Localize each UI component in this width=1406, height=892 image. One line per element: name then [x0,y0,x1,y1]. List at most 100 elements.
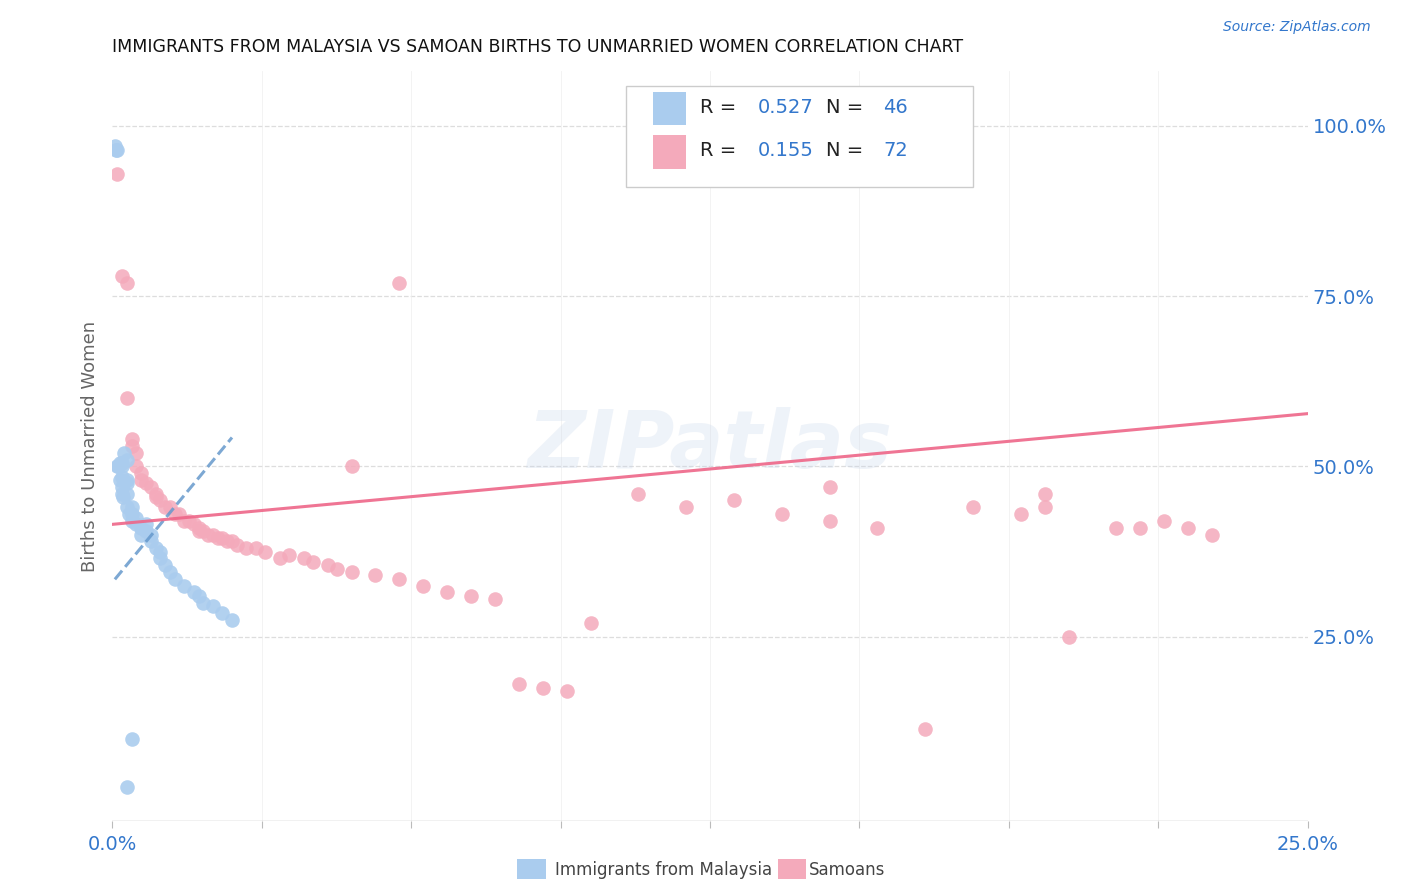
Point [531,681,554,695]
Point [460,589,482,603]
Point [121,507,143,521]
Point [145,486,167,500]
Point [105,459,128,474]
Point [105,143,128,157]
Point [627,486,650,500]
Point [1177,521,1199,535]
Point [159,500,181,515]
Point [183,517,205,532]
Bar [652,135,686,169]
Point [770,507,793,521]
Text: N =: N = [825,97,869,117]
FancyBboxPatch shape [627,87,973,187]
Point [163,572,186,586]
Point [866,521,889,535]
Text: Source: ZipAtlas.com: Source: ZipAtlas.com [1223,20,1371,34]
Point [135,517,157,532]
Point [1105,521,1128,535]
Point [169,507,191,521]
Point [197,527,219,541]
Point [145,490,167,504]
Point [121,514,143,528]
Text: 0.155: 0.155 [758,141,814,160]
Point [177,514,200,528]
Point [508,677,530,691]
Point [187,521,209,535]
Point [135,524,157,538]
Point [111,490,134,504]
Point [217,534,239,549]
Point [111,459,134,474]
Point [111,486,134,500]
Point [111,480,134,494]
Point [269,551,291,566]
Point [254,544,277,558]
Text: 72: 72 [883,141,908,160]
Point [211,606,233,620]
Point [818,514,841,528]
Text: Immigrants from Malaysia: Immigrants from Malaysia [555,861,772,879]
Point [173,514,195,528]
Point [225,538,247,552]
Point [412,579,434,593]
Point [211,531,233,545]
Text: ZIPatlas: ZIPatlas [527,407,893,485]
Point [125,459,148,474]
Point [105,143,128,157]
Point [201,599,224,613]
Point [302,555,325,569]
Point [163,507,186,521]
Point [115,780,138,794]
Point [388,276,411,290]
Point [1201,527,1223,541]
Point [1033,500,1056,515]
Point [153,500,176,515]
Point [135,476,157,491]
Point [235,541,257,556]
Point [149,493,172,508]
Point [118,507,141,521]
Point [245,541,267,556]
Point [364,568,387,582]
Point [675,500,697,515]
Point [121,432,143,446]
Y-axis label: Births to Unmarried Women: Births to Unmarried Women [80,320,98,572]
Point [579,616,602,631]
Point [125,517,148,532]
Text: N =: N = [825,141,869,160]
Text: IMMIGRANTS FROM MALAYSIA VS SAMOAN BIRTHS TO UNMARRIED WOMEN CORRELATION CHART: IMMIGRANTS FROM MALAYSIA VS SAMOAN BIRTH… [112,38,963,56]
Point [121,731,143,746]
Point [129,521,152,535]
Point [193,596,215,610]
Point [1033,486,1056,500]
Point [555,684,578,698]
Point [221,534,243,549]
Point [125,510,148,524]
Text: R =: R = [700,97,742,117]
Point [221,613,243,627]
Point [145,541,167,556]
Point [388,572,411,586]
Point [125,446,148,460]
Point [108,473,131,487]
Point [914,722,936,736]
Text: 0.527: 0.527 [758,97,814,117]
Point [484,592,506,607]
Point [115,452,138,467]
Point [139,480,162,494]
Point [149,544,172,558]
Point [121,439,143,453]
Bar [652,92,686,126]
Point [207,531,229,545]
Point [115,473,138,487]
Point [962,500,984,515]
Point [129,527,152,541]
Point [104,139,127,153]
Point [326,561,349,575]
Point [436,585,458,599]
Point [292,551,315,566]
Point [173,579,195,593]
Point [107,459,129,474]
Point [159,565,181,579]
Point [139,534,162,549]
